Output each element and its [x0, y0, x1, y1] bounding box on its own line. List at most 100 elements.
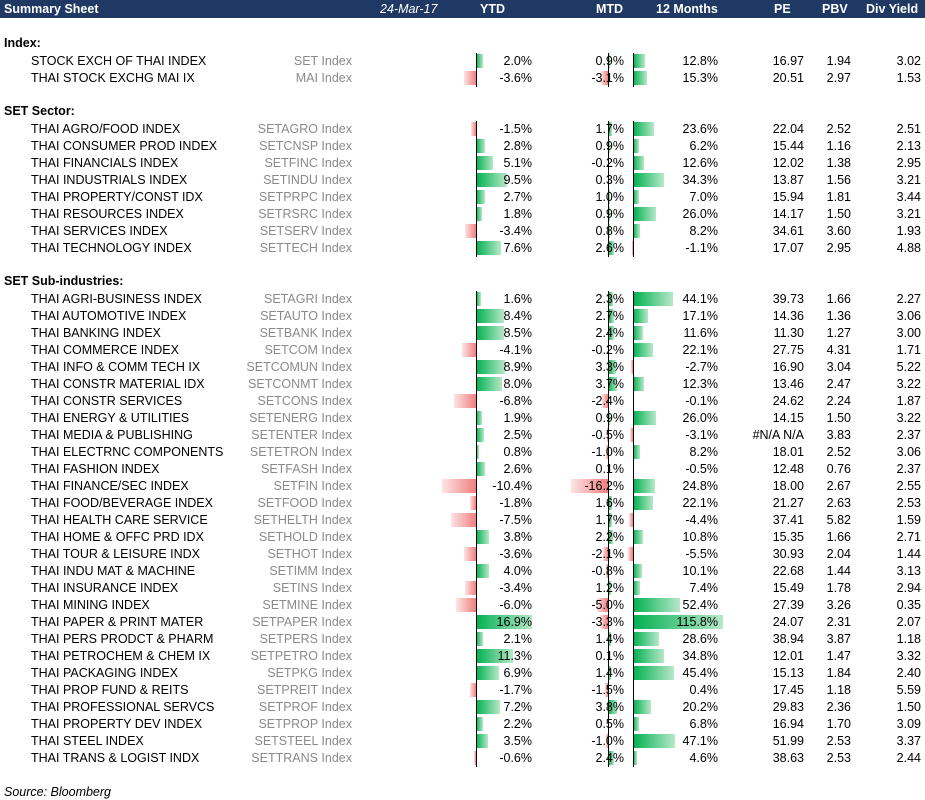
- m12-axis-line: [633, 648, 634, 665]
- index-name: THAI PETROCHEM & CHEM IX: [31, 649, 211, 663]
- table-row: THAI PACKAGING INDEX SETPKG Index 6.9% 1.4%…: [0, 665, 925, 682]
- mtd-value: 0.1%: [595, 462, 625, 476]
- table-row: THAI INSURANCE INDEX SETINS Index -3.4% 1.2…: [0, 580, 925, 597]
- mtd-bar: [605, 445, 608, 459]
- pbv-value: 3.26: [826, 598, 851, 612]
- ytd-value: -10.4%: [492, 479, 532, 493]
- index-name: THAI PERS PRODCT & PHARM: [31, 632, 214, 646]
- m12-axis-line: [633, 733, 634, 750]
- table-row: THAI ELECTRNC COMPONENTS SETETRON Index 0.…: [0, 444, 925, 461]
- mtd-value: 1.4%: [595, 632, 625, 646]
- mtd-axis-line: [608, 563, 609, 580]
- ytd-bar: [476, 309, 504, 323]
- sheet-title: Summary Sheet: [4, 2, 99, 16]
- mtd-value: 1.6%: [595, 496, 625, 510]
- ytd-axis-line: [476, 427, 477, 444]
- m12-bar: [633, 496, 653, 510]
- ticker-label: SETSERV Index: [259, 224, 352, 238]
- mtd-axis-line: [608, 614, 609, 631]
- mtd-axis-line: [608, 427, 609, 444]
- m12-axis-line: [633, 325, 634, 342]
- ytd-value: -1.7%: [499, 683, 532, 697]
- ticker-label: SETTRANS Index: [251, 751, 352, 765]
- mtd-bar: [608, 207, 611, 221]
- pe-value: 14.15: [772, 411, 804, 425]
- ytd-bar: [474, 751, 476, 765]
- mtd-value: -16.2%: [584, 479, 624, 493]
- ticker-label: SETSTEEL Index: [254, 734, 353, 748]
- ticker-label: SETAUTO Index: [260, 309, 352, 323]
- twelve-month-value: 20.2%: [682, 700, 718, 714]
- ytd-axis-line: [476, 563, 477, 580]
- m12-bar: [633, 326, 644, 340]
- mtd-bar: [608, 122, 612, 136]
- index-name: THAI PACKAGING INDEX: [31, 666, 179, 680]
- m12-bar: [633, 615, 723, 629]
- pe-value: 38.94: [772, 632, 804, 646]
- pe-value: 17.07: [772, 241, 804, 255]
- table-row: THAI COMMERCE INDEX SETCOM Index -4.1% -0.2…: [0, 342, 925, 359]
- ytd-value: 8.0%: [503, 377, 533, 391]
- index-name: THAI PROFESSIONAL SERVCS: [31, 700, 215, 714]
- twelve-month-value: 6.2%: [689, 139, 719, 153]
- ticker-label: SETPKG Index: [267, 666, 352, 680]
- mtd-value: 2.4%: [595, 751, 625, 765]
- ytd-axis-line: [476, 580, 477, 597]
- ticker-label: SETINDU Index: [263, 173, 352, 187]
- mtd-bar: [608, 309, 615, 323]
- ytd-value: 8.4%: [503, 309, 533, 323]
- m12-bar: [633, 292, 673, 306]
- ytd-value: 1.8%: [503, 207, 533, 221]
- ticker-label: SETFIN Index: [273, 479, 353, 493]
- ytd-axis-line: [476, 529, 477, 546]
- source-note: Source: Bloomberg: [4, 785, 112, 799]
- index-name: THAI AUTOMOTIVE INDEX: [31, 309, 187, 323]
- ytd-bar: [476, 326, 505, 340]
- div-yield-value: 3.02: [896, 54, 921, 68]
- mtd-axis-line: [608, 376, 609, 393]
- mtd-axis-line: [608, 393, 609, 410]
- pbv-value: 2.97: [826, 71, 851, 85]
- ytd-value: -6.0%: [499, 598, 532, 612]
- ytd-bar: [476, 734, 488, 748]
- twelve-month-value: 26.0%: [682, 207, 718, 221]
- pbv-value: 3.60: [826, 224, 851, 238]
- pe-value: 24.62: [772, 394, 804, 408]
- pe-value: 15.44: [772, 139, 804, 153]
- mtd-axis-line: [608, 325, 609, 342]
- mtd-value: 0.9%: [595, 139, 625, 153]
- m12-axis-line: [633, 614, 634, 631]
- twelve-month-value: 0.4%: [689, 683, 719, 697]
- pbv-value: 2.67: [826, 479, 851, 493]
- ytd-bar: [476, 649, 514, 663]
- table-row: THAI PAPER & PRINT MATER SETPAPER Index 16…: [0, 614, 925, 631]
- ytd-value: 2.0%: [503, 54, 533, 68]
- div-yield-value: 1.50: [896, 700, 921, 714]
- index-name: THAI PROP FUND & REITS: [31, 683, 189, 697]
- m12-bar: [633, 751, 638, 765]
- mtd-axis-line: [608, 648, 609, 665]
- div-yield-value: 3.06: [896, 309, 921, 323]
- mtd-value: -1.0%: [591, 445, 624, 459]
- twelve-month-value: -3.1%: [685, 428, 718, 442]
- div-yield-value: 1.53: [896, 71, 921, 85]
- column-header-pbv: PBV: [822, 2, 848, 16]
- mtd-bar: [608, 751, 614, 765]
- mtd-bar: [608, 241, 614, 255]
- ticker-label: SETBANK Index: [259, 326, 352, 340]
- pe-value: 27.75: [772, 343, 804, 357]
- as-of-date: 24-Mar-17: [380, 2, 438, 16]
- index-name: THAI FASHION INDEX: [31, 462, 160, 476]
- twelve-month-value: 4.6%: [689, 751, 719, 765]
- ytd-bar: [476, 530, 489, 544]
- pe-value: 39.73: [772, 292, 804, 306]
- ytd-bar: [464, 71, 476, 85]
- ytd-axis-line: [476, 189, 477, 206]
- index-name: THAI TOUR & LEISURE INDX: [31, 547, 201, 561]
- m12-axis-line: [633, 631, 634, 648]
- pbv-value: 2.53: [826, 751, 851, 765]
- m12-axis-line: [633, 410, 634, 427]
- pbv-value: 0.76: [826, 462, 851, 476]
- m12-bar: [632, 241, 633, 255]
- index-name: THAI BANKING INDEX: [31, 326, 161, 340]
